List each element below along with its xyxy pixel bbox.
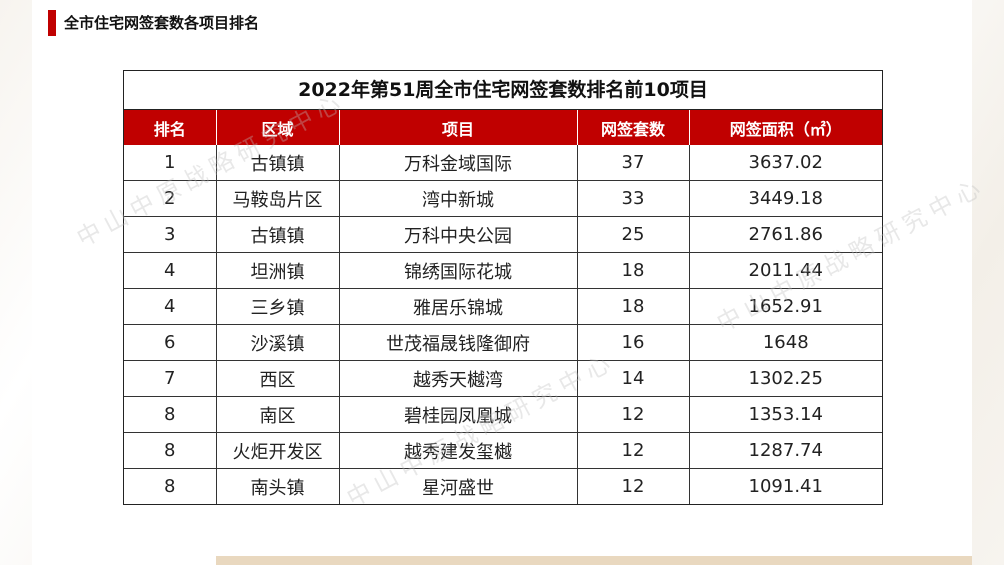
- cell-units: 12: [577, 468, 690, 504]
- cell-district: 南头镇: [216, 468, 340, 504]
- cell-units: 18: [577, 252, 690, 289]
- table-header-row: 排名 区域 项目 网签套数 网签面积（㎡）: [124, 110, 882, 145]
- cell-area: 2011.44: [689, 252, 882, 289]
- cell-rank: 2: [124, 180, 217, 217]
- cell-area: 3637.02: [748, 152, 823, 173]
- cell-units: 18: [577, 288, 690, 325]
- cell-district: 南区: [216, 396, 340, 433]
- cell-units: 14: [577, 360, 690, 397]
- title-accent-bar: [48, 10, 56, 36]
- cell-district: 古镇镇: [216, 145, 340, 181]
- cell-units: 12: [577, 432, 690, 469]
- cell-rank: 7: [124, 360, 217, 397]
- cell-units: 16: [577, 324, 690, 361]
- cell-project: 星河盛世: [339, 468, 578, 504]
- table-caption: 2022年第51周全市住宅网签套数排名前10项目: [124, 71, 882, 110]
- ranking-grid: 排名 区域 项目 网签套数 网签面积（㎡） 1 古镇镇 万科金域国际 37 36…: [124, 110, 882, 504]
- table-row: 8 南头镇 星河盛世 12 1091.41: [124, 468, 882, 504]
- cell-district: 古镇镇: [216, 216, 340, 253]
- cell-rank: 1: [124, 145, 217, 181]
- cell-units: 25: [577, 216, 690, 253]
- cell-rank: 8: [124, 468, 217, 504]
- table-row: 4 坦洲镇 锦绣国际花城 18 2011.44: [124, 252, 882, 289]
- cell-units: 33: [577, 180, 690, 217]
- cell-project: 万科中央公园: [339, 216, 578, 253]
- column-header-units: 网签套数: [577, 110, 690, 145]
- ranking-table: 2022年第51周全市住宅网签套数排名前10项目 排名 区域 项目 网签套数 网…: [123, 70, 883, 505]
- column-header-area: 网签面积（㎡）: [689, 110, 882, 145]
- table-row: 7 西区 越秀天樾湾 14 1302.25: [124, 360, 882, 397]
- table-row: 6 沙溪镇 世茂福晟钱隆御府 16 1648: [124, 324, 882, 361]
- cell-district: 火炬开发区: [216, 432, 340, 469]
- cell-district: 沙溪镇: [216, 324, 340, 361]
- cell-project: 湾中新城: [339, 180, 578, 217]
- cell-project: 越秀天樾湾: [339, 360, 578, 397]
- cell-project: 锦绣国际花城: [339, 252, 578, 289]
- cell-units: 12: [577, 396, 690, 433]
- cell-project: 碧桂园凤凰城: [339, 396, 578, 433]
- cell-project: 世茂福晟钱隆御府: [339, 324, 578, 361]
- cell-rank: 4: [124, 288, 217, 325]
- cell-area: 1648: [689, 324, 882, 361]
- cell-district: 马鞍岛片区: [216, 180, 340, 217]
- table-row: 8 南区 碧桂园凤凰城 12 1353.14: [124, 396, 882, 433]
- cell-district: 西区: [216, 360, 340, 397]
- cell-rank: 8: [124, 432, 217, 469]
- cell-rank: 8: [124, 396, 217, 433]
- cell-rank: 4: [124, 252, 217, 289]
- table-row: 1 古镇镇 万科金域国际 37 3637.02: [124, 145, 882, 181]
- page-title: 全市住宅网签套数各项目排名: [64, 14, 260, 32]
- decorative-strip: [216, 556, 972, 565]
- cell-area: 1091.41: [689, 468, 882, 504]
- cell-area: 1353.14: [689, 396, 882, 433]
- table-row: 8 火炬开发区 越秀建发玺樾 12 1287.74: [124, 432, 882, 469]
- cell-area: 1652.91: [689, 288, 882, 325]
- cell-district: 三乡镇: [216, 288, 340, 325]
- cell-area: 1287.74: [689, 432, 882, 469]
- cell-area: 2761.86: [689, 216, 882, 253]
- table-row: 2 马鞍岛片区 湾中新城 33 3449.18: [124, 180, 882, 217]
- cell-district: 坦洲镇: [216, 252, 340, 289]
- cell-units: 37: [577, 145, 690, 181]
- column-header-rank: 排名: [124, 110, 217, 145]
- column-header-district: 区域: [216, 110, 340, 145]
- cell-project: 雅居乐锦城: [339, 288, 578, 325]
- cell-rank: 3: [124, 216, 217, 253]
- cell-rank: 6: [124, 324, 217, 361]
- cell-area: 1302.25: [689, 360, 882, 397]
- table-row: 3 古镇镇 万科中央公园 25 2761.86: [124, 216, 882, 253]
- column-header-project: 项目: [339, 110, 578, 145]
- cell-project: 万科金域国际: [339, 145, 578, 181]
- cell-area: 3449.18: [689, 180, 882, 217]
- table-row: 4 三乡镇 雅居乐锦城 18 1652.91: [124, 288, 882, 325]
- cell-project: 越秀建发玺樾: [339, 432, 578, 469]
